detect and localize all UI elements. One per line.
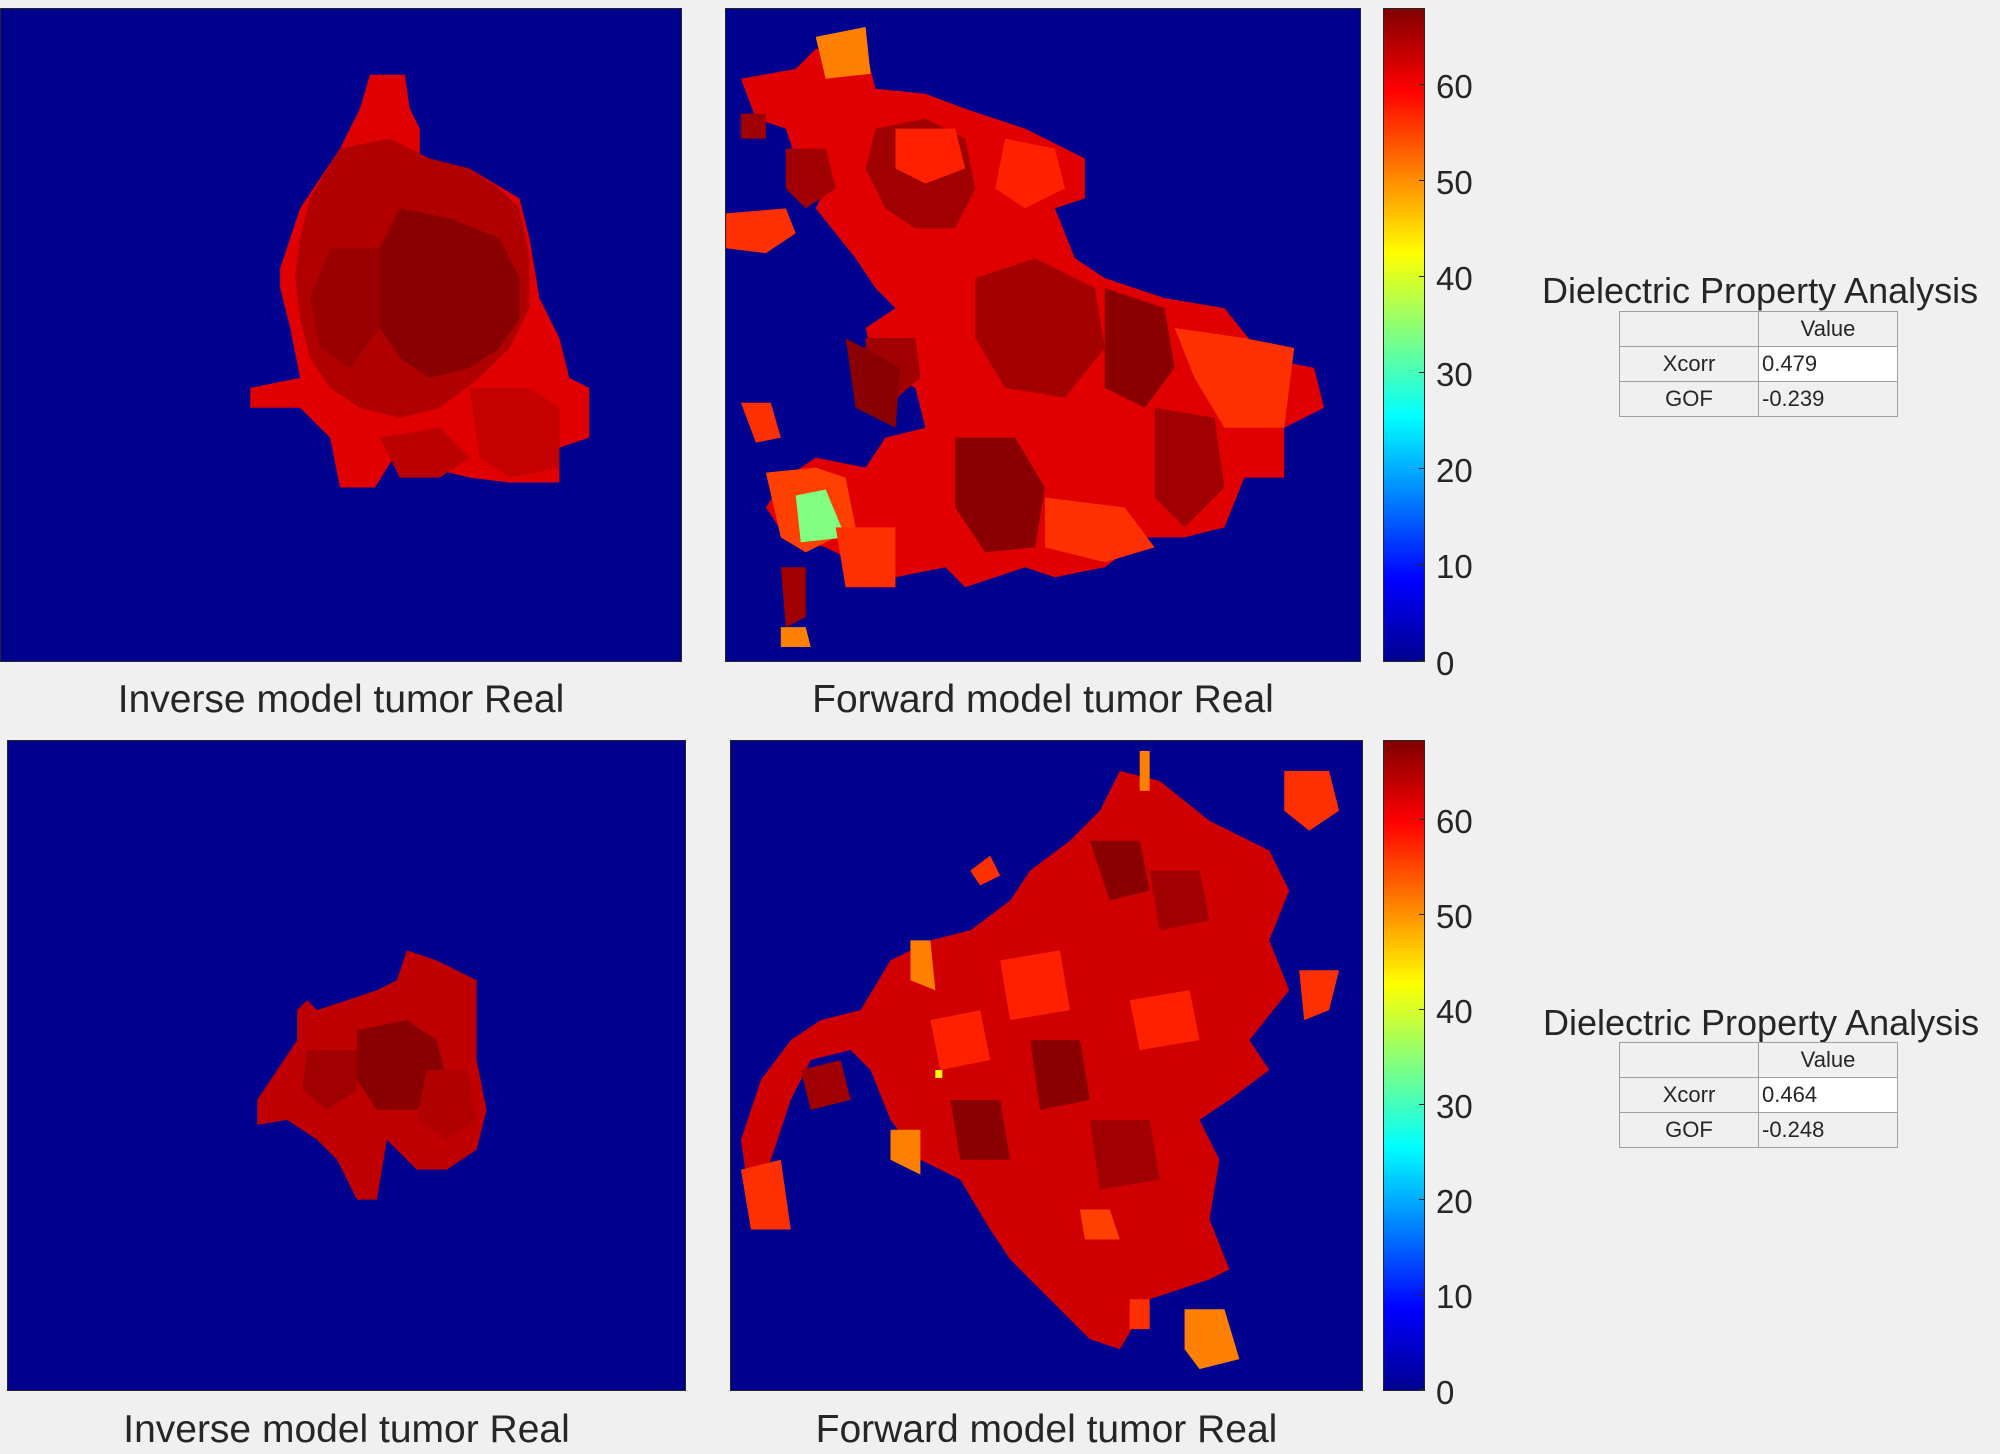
forward-model-plot-1 — [725, 8, 1361, 662]
colorbar-tick-1-0: 0 — [1436, 645, 1455, 682]
table-row-header-xcorr[interactable]: Xcorr — [1619, 346, 1759, 382]
table-row-header-xcorr[interactable]: Xcorr — [1619, 1077, 1759, 1113]
table-corner-cell — [1619, 311, 1759, 347]
table-column-header-value[interactable]: Value — [1758, 1042, 1898, 1078]
colorbar-tick-1-10: 10 — [1436, 548, 1473, 585]
colorbar-tick-1-30: 30 — [1436, 356, 1473, 393]
table-row-header-gof[interactable]: GOF — [1619, 381, 1759, 417]
table-column-header-value[interactable]: Value — [1758, 311, 1898, 347]
colorbar-1 — [1383, 8, 1425, 662]
colorbar-tick-1-60: 60 — [1436, 68, 1473, 105]
table-row[interactable]: Xcorr 0.464 — [1619, 1077, 1898, 1113]
analysis-table-1[interactable]: Value Xcorr 0.479 GOF -0.239 — [1619, 311, 1898, 417]
table-row-header-gof[interactable]: GOF — [1619, 1112, 1759, 1148]
colorbar-2 — [1383, 740, 1425, 1391]
colorbar-tick-2-30: 30 — [1436, 1088, 1473, 1125]
inverse-tumor-image-2 — [257, 950, 487, 1200]
gof-value-cell[interactable]: -0.248 — [1758, 1112, 1898, 1148]
gof-value-cell[interactable]: -0.239 — [1758, 381, 1898, 417]
colorbar-tick-2-40: 40 — [1436, 993, 1473, 1030]
colorbar-tick-1-20: 20 — [1436, 452, 1473, 489]
xcorr-value-cell[interactable]: 0.464 — [1758, 1077, 1898, 1113]
colorbar-tick-2-60: 60 — [1436, 803, 1473, 840]
colorbar-tick-2-50: 50 — [1436, 898, 1473, 935]
table-row[interactable]: GOF -0.239 — [1619, 381, 1898, 417]
inverse-tumor-image-1 — [250, 74, 590, 488]
forward-model-plot-2 — [730, 740, 1363, 1391]
table-row[interactable]: GOF -0.248 — [1619, 1112, 1898, 1148]
table-corner-cell — [1619, 1042, 1759, 1078]
colorbar-tick-1-40: 40 — [1436, 260, 1473, 297]
xcorr-value-cell[interactable]: 0.479 — [1758, 346, 1898, 382]
analysis-table-title-2: Dielectric Property Analysis — [1543, 1002, 1980, 1043]
forward-tumor-image-1 — [726, 26, 1325, 648]
forward-caption-1: Forward model tumor Real — [812, 678, 1274, 721]
inverse-caption-1: Inverse model tumor Real — [117, 678, 565, 721]
inverse-caption-2: Inverse model tumor Real — [123, 1408, 570, 1451]
inverse-model-plot-1 — [0, 8, 682, 662]
inverse-model-plot-2 — [7, 740, 686, 1391]
table-row[interactable]: Xcorr 0.479 — [1619, 346, 1898, 382]
colorbar-tick-2-10: 10 — [1436, 1278, 1473, 1315]
analysis-table-title-1: Dielectric Property Analysis — [1542, 270, 1979, 311]
colorbar-tick-2-20: 20 — [1436, 1183, 1473, 1220]
colorbar-tick-2-0: 0 — [1436, 1374, 1455, 1411]
colorbar-tick-1-50: 50 — [1436, 164, 1473, 201]
forward-tumor-image-2 — [740, 750, 1340, 1370]
analysis-table-2[interactable]: Value Xcorr 0.464 GOF -0.248 — [1619, 1042, 1898, 1148]
forward-caption-2: Forward model tumor Real — [815, 1408, 1278, 1451]
